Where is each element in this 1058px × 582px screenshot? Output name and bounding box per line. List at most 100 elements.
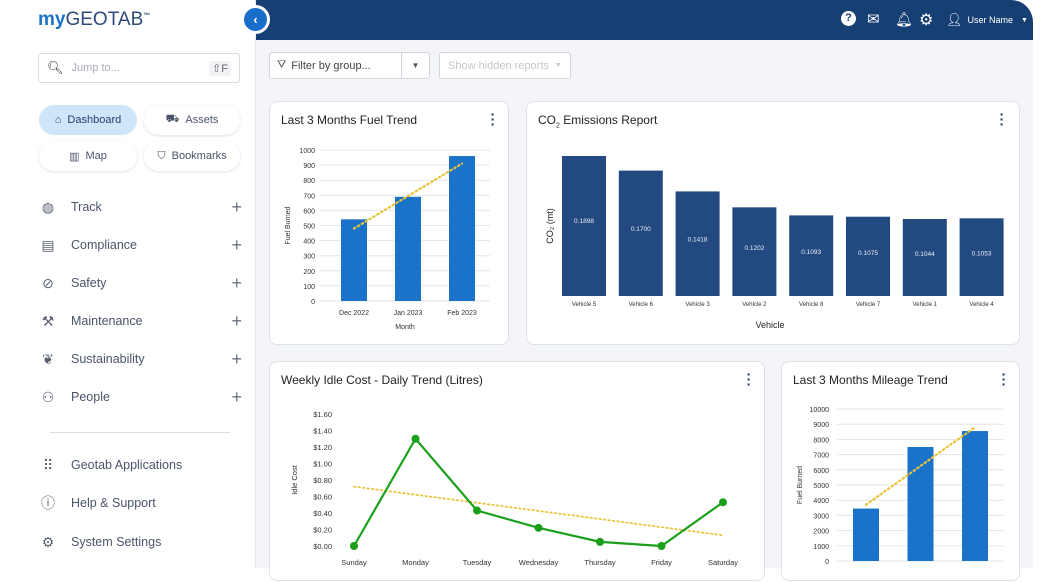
card-title: Last 3 Months Mileage Trend — [793, 373, 948, 387]
search-icon: 🔍︎ — [47, 60, 64, 75]
jump-to-search[interactable]: 🔍︎ Jump to... ⇧F — [38, 53, 240, 83]
idle-cost-card: Weekly Idle Cost - Daily Trend (Litres) … — [269, 361, 765, 581]
y-tick-label: $0.80 — [313, 476, 332, 485]
more-options-icon[interactable]: · · · — [1001, 366, 1007, 392]
nav-people[interactable]: ⚇ People + — [38, 385, 242, 409]
bar — [395, 196, 421, 301]
quick-nav-bookmarks[interactable]: ⛉ Bookmarks — [144, 141, 240, 171]
x-tick-label: Monday — [402, 558, 429, 567]
y-tick-label: 7000 — [813, 453, 829, 460]
sidebar: myGEOTAB™ 🔍︎ Jump to... ⇧F ⌂ Dashboard ⛟ A… — [0, 0, 256, 568]
trend-line — [864, 426, 977, 506]
x-tick-label: Thursday — [584, 558, 616, 567]
card-title: CO2 Emissions Report — [538, 113, 658, 130]
data-label: 0.1053 — [972, 251, 992, 258]
y-tick-label: $0.00 — [313, 542, 332, 551]
y-tick-label: $1.60 — [313, 410, 332, 419]
y-tick-label: 4000 — [813, 498, 829, 505]
mail-icon[interactable]: ✉ — [867, 11, 880, 28]
search-placeholder: Jump to... — [71, 62, 120, 74]
quick-nav-map[interactable]: ▥ Map — [39, 141, 137, 171]
help-icon[interactable]: ? — [841, 11, 856, 26]
y-tick-label: $1.00 — [313, 460, 332, 469]
more-options-icon[interactable]: · · · — [490, 106, 496, 132]
expand-icon[interactable]: + — [231, 348, 242, 369]
quick-nav-assets[interactable]: ⛟ Assets — [144, 105, 240, 135]
co2-chart: CO₂ (mt) 0.1898 Vehicle 5 0.1700 Vehicle 6 0.… — [545, 156, 1004, 330]
y-tick-label: $0.60 — [313, 493, 332, 502]
y-tick-label: 2000 — [813, 529, 829, 536]
y-tick-label: 600 — [303, 208, 315, 215]
chevron-down-icon: ▼ — [1021, 16, 1028, 24]
bar — [907, 447, 934, 561]
x-tick-label: Vehicle 3 — [685, 302, 710, 308]
y-tick-label: 8000 — [813, 437, 829, 444]
x-tick-label: Tuesday — [463, 558, 492, 567]
y-tick-label: 9000 — [813, 422, 829, 429]
card-title: Last 3 Months Fuel Trend — [281, 113, 418, 127]
x-tick-label: Jan 2023 — [394, 310, 423, 317]
expand-icon[interactable]: + — [231, 310, 242, 331]
nav-track[interactable]: ◍ Track + — [38, 195, 242, 219]
fuel-trend-card: Last 3 Months Fuel Trend · · · 0 100 200 300 4… — [269, 101, 509, 345]
nav-compliance[interactable]: ▤ Compliance + — [38, 233, 242, 257]
data-label: 0.1202 — [744, 245, 764, 252]
filter-icon: ⛛ — [277, 59, 287, 71]
x-tick-label: Wednesday — [519, 558, 559, 567]
collapse-sidebar-button[interactable]: ‹ — [241, 5, 270, 34]
x-axis-label: Month — [395, 324, 415, 331]
x-tick-label: Friday — [651, 558, 672, 567]
y-tick-label: $1.20 — [313, 443, 332, 452]
nav-help-support[interactable]: ⓘ Help & Support — [38, 491, 242, 515]
nav-system-settings[interactable]: ⚙ System Settings — [38, 530, 242, 554]
bell-icon[interactable]: 🔔︎ — [895, 11, 913, 27]
bar — [902, 218, 947, 296]
nav-safety[interactable]: ⊘ Safety + — [38, 271, 242, 295]
bar — [732, 207, 777, 296]
y-tick-label: 300 — [303, 254, 315, 261]
trend-line — [353, 485, 724, 537]
y-tick-label: 10000 — [810, 407, 830, 414]
data-label: 0.1700 — [631, 226, 651, 233]
nav-maintenance[interactable]: ⚒ Maintenance + — [38, 309, 242, 333]
x-tick-label: Vehicle 1 — [913, 302, 938, 308]
data-point — [350, 542, 358, 550]
help-icon: ⓘ — [41, 495, 55, 511]
y-tick-label: 3000 — [813, 513, 829, 520]
x-tick-label: Dec 2022 — [339, 310, 369, 317]
y-tick-label: 1000 — [813, 544, 829, 551]
y-tick-label: $1.40 — [313, 427, 332, 436]
x-tick-label: Saturday — [708, 558, 738, 567]
bar — [959, 218, 1004, 296]
nav-geotab-applications[interactable]: ⠿ Geotab Applications — [38, 453, 242, 477]
chevron-left-icon: ‹ — [253, 12, 258, 27]
data-label: 0.1075 — [858, 250, 878, 257]
y-tick-label: $0.20 — [313, 526, 332, 535]
y-tick-label: 5000 — [813, 483, 829, 490]
quick-nav-dashboard[interactable]: ⌂ Dashboard — [39, 105, 137, 135]
user-menu[interactable]: 👤︎ User Name ▼ — [946, 12, 1028, 28]
data-label: 0.1418 — [688, 237, 708, 244]
expand-icon[interactable]: + — [231, 234, 242, 255]
y-axis-label: Idle Cost — [290, 464, 299, 495]
home-icon: ⌂ — [54, 114, 62, 126]
bar — [789, 215, 834, 296]
bandage-icon: ⊘ — [42, 274, 54, 291]
expand-icon[interactable]: + — [231, 196, 242, 217]
bar — [675, 191, 720, 296]
y-axis-label: Fuel Burned — [797, 466, 804, 504]
expand-icon[interactable]: + — [231, 386, 242, 407]
y-tick-label: 400 — [303, 239, 315, 246]
idle-chart: $0.00 $0.20 $0.40 $0.60 $0.80 $1.00 $1.20 $1.40… — [290, 410, 738, 567]
chevron-down-icon[interactable]: ▼ — [401, 53, 429, 78]
filter-by-group-dropdown[interactable]: ⛛ Filter by group... ▼ — [269, 52, 430, 79]
mygeotab-logo[interactable]: myGEOTAB™ — [38, 9, 150, 30]
mileage-trend-card: Last 3 Months Mileage Trend · · · 0 1000 200… — [781, 361, 1020, 581]
more-options-icon[interactable]: · · · — [999, 106, 1005, 132]
more-options-icon[interactable]: · · · — [746, 366, 752, 392]
y-tick-label: 200 — [303, 269, 315, 276]
expand-icon[interactable]: + — [231, 272, 242, 293]
settings-gear-icon[interactable]: ⚙ — [919, 12, 934, 29]
nav-sustainability[interactable]: ❦ Sustainability + — [38, 347, 242, 371]
data-point — [534, 523, 543, 532]
